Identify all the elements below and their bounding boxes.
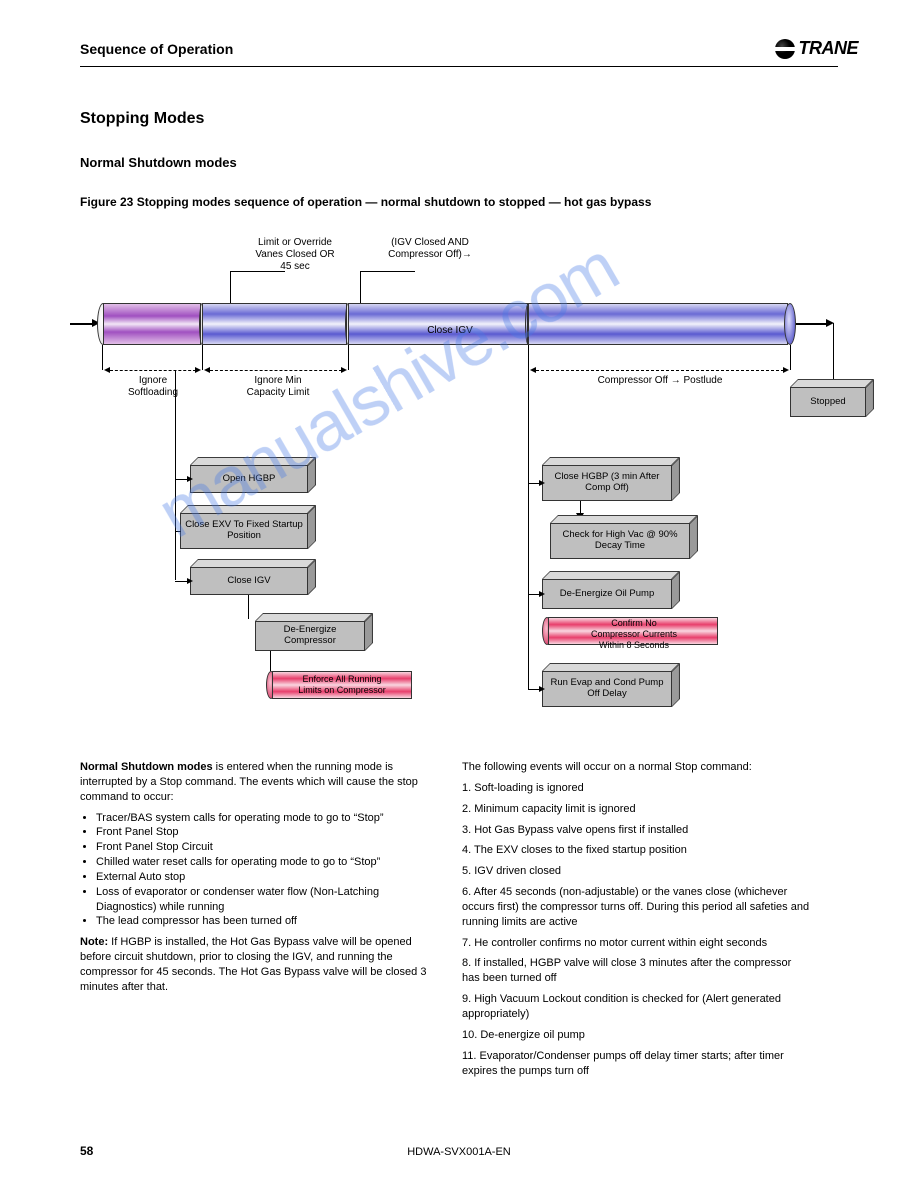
diagram: Limit or Override Vanes Closed OR 45 sec…: [80, 215, 850, 735]
note-text: If HGBP is installed, the Hot Gas Bypass…: [80, 936, 426, 993]
output-arrow-line: [796, 323, 826, 325]
right-box-0: Close HGBP (3 min After Comp Off): [542, 457, 680, 501]
pipe-seg-1: [103, 303, 201, 345]
bullet-list: Tracer/BAS system calls for operating mo…: [80, 811, 430, 930]
left-sub-box: De-Energize Compressor: [255, 613, 373, 651]
narr2-intro: The following events will occur on a nor…: [462, 760, 812, 775]
dash2: [210, 370, 342, 371]
narr2-3: 3. Hot Gas Bypass valve opens first if i…: [462, 823, 812, 838]
rsub-ah: [539, 686, 545, 692]
narr2-1: 1. Soft-loading is ignored: [462, 781, 812, 796]
time-3: Close IGV: [410, 325, 490, 337]
callout1-stem: [230, 271, 231, 303]
right-box-1: Check for High Vac @ 90% Decay Time: [550, 515, 698, 559]
callout-left: Limit or Override Vanes Closed OR 45 sec: [240, 237, 350, 273]
left-box-0-label: Open HGBP: [190, 465, 308, 493]
dash2-r: [341, 367, 347, 373]
globe-icon: [775, 39, 795, 59]
left-sub-label: De-Energize Compressor: [255, 621, 365, 651]
page-header: Sequence of Operation: [80, 41, 233, 57]
bullet-2: Front Panel Stop Circuit: [96, 840, 430, 855]
header-rule: [80, 66, 838, 67]
bullet-6: The lead compressor has been turned off: [96, 914, 430, 929]
tick-3: [528, 345, 529, 370]
narr2-4: 4. The EXV closes to the fixed startup p…: [462, 843, 812, 858]
header-row: Sequence of Operation TRANE: [80, 38, 858, 59]
input-arrow-line: [70, 323, 92, 325]
narr2-6: 6. After 45 seconds (non-adjustable) or …: [462, 885, 812, 930]
right-box-2: De-Energize Oil Pump: [542, 571, 680, 609]
doc-id: HDWA-SVX001A-EN: [0, 1146, 918, 1158]
dash4: [536, 370, 784, 371]
pipe-seg-2: [202, 303, 347, 345]
brand-text: TRANE: [799, 38, 859, 59]
lb0-ah: [187, 476, 193, 482]
narr2-8: 8. If installed, HGBP valve will close 3…: [462, 956, 812, 986]
leftred-text: Enforce All Running Limits on Compressor: [276, 674, 408, 696]
callout2-horz: [360, 271, 415, 272]
right-sub-box: Run Evap and Cond Pump Off Delay: [542, 663, 680, 707]
right-box-0-label: Close HGBP (3 min After Comp Off): [542, 465, 672, 501]
bullet-5: Loss of evaporator or condenser water fl…: [96, 885, 430, 915]
narrative-right: The following events will occur on a nor…: [462, 760, 812, 1084]
lb1-conn: [175, 531, 181, 532]
figure-title: Stopping modes sequence of operation — n…: [137, 195, 652, 209]
rb0-ah: [539, 480, 545, 486]
bullet-4: External Auto stop: [96, 870, 430, 885]
narr2-11: 11. Evaporator/Condenser pumps off delay…: [462, 1049, 812, 1079]
figure-caption: Figure 23 Stopping modes sequence of ope…: [80, 195, 651, 209]
stopped-line: [833, 323, 834, 379]
callout2-stem: [360, 271, 361, 303]
left-branch-v: [175, 370, 176, 580]
lb2-ah: [187, 578, 193, 584]
logo: TRANE: [775, 38, 859, 59]
left-box-2: Close IGV: [190, 559, 316, 595]
bullet-0: Tracer/BAS system calls for operating mo…: [96, 811, 430, 826]
time-1: Ignore Softloading: [112, 375, 194, 399]
section-title: Stopping Modes: [80, 110, 204, 128]
note-b: Note:: [80, 936, 108, 948]
dash1-r: [195, 367, 201, 373]
rightred-text: Confirm No Compressor Currents Within 8 …: [556, 618, 712, 650]
leftsub-v: [248, 595, 249, 619]
pipe-right-cap: [784, 303, 796, 345]
right-branch-v: [528, 370, 529, 690]
stopped-box: Stopped: [790, 379, 874, 417]
left-box-0: Open HGBP: [190, 457, 316, 493]
left-box-1: Close EXV To Fixed Startup Position: [180, 505, 316, 549]
right-box-2-label: De-Energize Oil Pump: [542, 579, 672, 609]
rb2-ah: [539, 591, 545, 597]
pipe-seg-3: [348, 303, 528, 345]
figure-label: Figure 23: [80, 195, 133, 209]
narr-b1: Normal Shutdown modes: [80, 761, 213, 773]
narr2-7: 7. He controller confirms no motor curre…: [462, 936, 812, 951]
narr2-5: 5. IGV driven closed: [462, 864, 812, 879]
narr2-10: 10. De-energize oil pump: [462, 1028, 812, 1043]
time-4: Compressor Off → Postlude: [560, 375, 760, 387]
time-2: Ignore Min Capacity Limit: [230, 375, 326, 399]
pipe-seg-4: [528, 303, 788, 345]
tick-0: [102, 345, 103, 370]
dash1: [110, 370, 196, 371]
left-box-1-label: Close EXV To Fixed Startup Position: [180, 513, 308, 549]
stopped-label: Stopped: [790, 387, 866, 417]
subsection-title: Normal Shutdown modes: [80, 155, 237, 170]
callout1-horz: [230, 271, 285, 272]
callout-right: (IGV Closed AND Compressor Off)→: [370, 237, 490, 261]
narrative-left: Normal Shutdown modes is entered when th…: [80, 760, 430, 1001]
tick-4: [790, 345, 791, 370]
narr2-9: 9. High Vacuum Lockout condition is chec…: [462, 992, 812, 1022]
right-sub-label: Run Evap and Cond Pump Off Delay: [542, 671, 672, 707]
left-box-2-label: Close IGV: [190, 567, 308, 595]
tick-1: [202, 345, 203, 370]
page: Sequence of Operation TRANE Stopping Mod…: [0, 0, 918, 1188]
bullet-1: Front Panel Stop: [96, 825, 430, 840]
right-box-1-label: Check for High Vac @ 90% Decay Time: [550, 523, 690, 559]
bullet-3: Chilled water reset calls for operating …: [96, 855, 430, 870]
narr2-2: 2. Minimum capacity limit is ignored: [462, 802, 812, 817]
dash4-r: [783, 367, 789, 373]
leftred-v: [270, 651, 271, 671]
tick-2: [348, 345, 349, 370]
